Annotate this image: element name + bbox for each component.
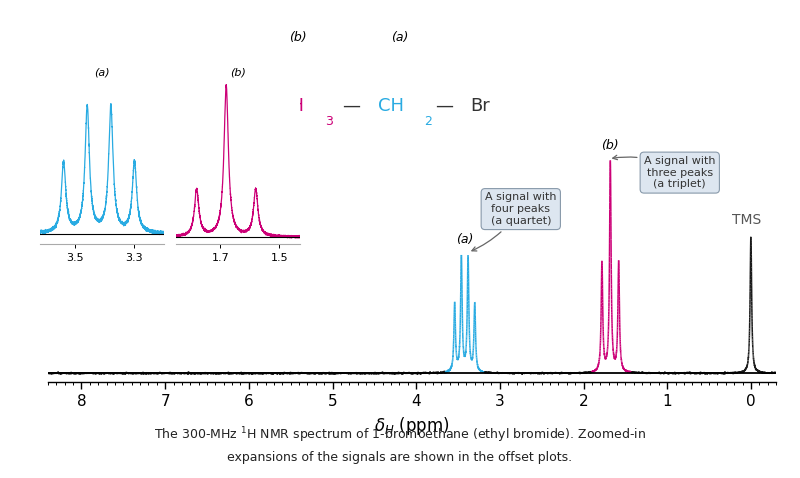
Text: (b): (b) xyxy=(230,68,246,78)
Text: —: — xyxy=(342,97,360,115)
Text: —: — xyxy=(435,97,453,115)
X-axis label: $\delta_H$ (ppm): $\delta_H$ (ppm) xyxy=(374,415,450,437)
Text: TMS: TMS xyxy=(732,213,762,228)
Text: Br: Br xyxy=(470,97,490,115)
Text: (b): (b) xyxy=(289,31,306,44)
Text: A signal with
four peaks
(a quartet): A signal with four peaks (a quartet) xyxy=(472,193,557,251)
Text: CH: CH xyxy=(278,97,304,115)
Text: CH: CH xyxy=(378,97,404,115)
Text: A signal with
three peaks
(a triplet): A signal with three peaks (a triplet) xyxy=(613,155,715,189)
Text: The 300-MHz $^{1}$H NMR spectrum of 1-bromoethane (ethyl bromide). Zoomed-in
exp: The 300-MHz $^{1}$H NMR spectrum of 1-br… xyxy=(154,425,646,464)
Text: (a): (a) xyxy=(456,233,474,246)
Text: 2: 2 xyxy=(424,115,432,128)
Text: 3: 3 xyxy=(325,115,333,128)
Text: (a): (a) xyxy=(391,31,409,44)
Text: (a): (a) xyxy=(94,68,110,78)
Text: (b): (b) xyxy=(602,139,619,152)
